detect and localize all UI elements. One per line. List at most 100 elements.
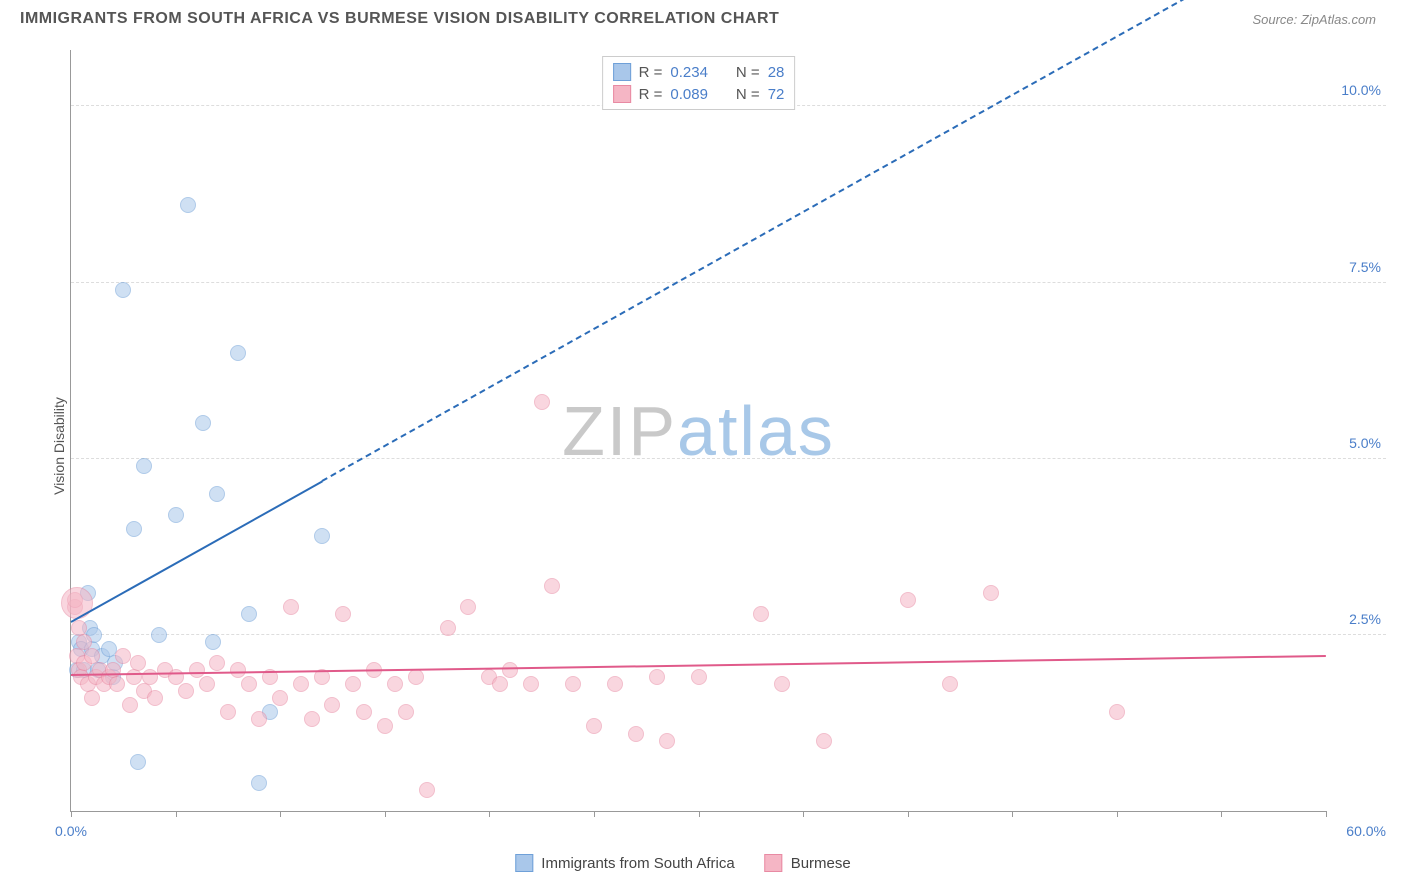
data-point [251,711,267,727]
data-point [136,458,152,474]
x-tick [1326,811,1327,817]
data-point [178,683,194,699]
x-tick [385,811,386,817]
legend-item: Immigrants from South Africa [515,854,734,872]
x-tick [908,811,909,817]
y-tick-label: 5.0% [1349,435,1381,451]
plot-area: ZIPatlas R =0.234N =28R =0.089N =72 2.5%… [70,50,1326,812]
legend-row: R = 0.089 N = 72 [613,83,785,105]
data-point [774,676,790,692]
data-point [61,587,93,619]
data-point [983,585,999,601]
data-point [628,726,644,742]
data-point [398,704,414,720]
x-tick [1117,811,1118,817]
data-point [523,676,539,692]
n-value: 72 [768,86,785,103]
data-point [126,669,142,685]
data-point [534,394,550,410]
data-point [241,606,257,622]
x-tick-label: 0.0% [55,823,87,839]
legend-swatch [515,854,533,872]
data-point [283,599,299,615]
data-point [220,704,236,720]
data-point [205,634,221,650]
r-value: 0.089 [670,86,708,103]
data-point [230,662,246,678]
legend-swatch [613,85,631,103]
x-tick [699,811,700,817]
trend-line [322,0,1327,482]
data-point [408,669,424,685]
y-tick-label: 2.5% [1349,611,1381,627]
legend-label: Burmese [791,855,851,872]
n-value: 28 [768,64,785,81]
data-point [900,592,916,608]
data-point [1109,704,1125,720]
data-point [230,345,246,361]
gridline-h [71,634,1386,635]
data-point [586,718,602,734]
data-point [440,620,456,636]
data-point [304,711,320,727]
series-legend: Immigrants from South Africa Burmese [515,854,850,872]
legend-row: R = 0.234 N = 28 [613,61,785,83]
data-point [126,521,142,537]
data-point [387,676,403,692]
data-point [180,197,196,213]
x-tick [71,811,72,817]
data-point [607,676,623,692]
data-point [649,669,665,685]
data-point [151,627,167,643]
x-tick [280,811,281,817]
data-point [251,775,267,791]
legend-swatch [765,854,783,872]
data-point [130,655,146,671]
data-point [942,676,958,692]
x-tick [1221,811,1222,817]
data-point [377,718,393,734]
data-point [272,690,288,706]
n-label: N = [736,86,760,103]
data-point [241,676,257,692]
y-tick-label: 10.0% [1341,82,1381,98]
gridline-h [71,282,1386,283]
data-point [115,648,131,664]
data-point [816,733,832,749]
r-label: R = [639,64,663,81]
data-point [293,676,309,692]
data-point [565,676,581,692]
data-point [209,486,225,502]
data-point [195,415,211,431]
source-label: Source: ZipAtlas.com [1252,12,1376,27]
data-point [109,676,125,692]
data-point [189,662,205,678]
r-label: R = [639,86,663,103]
data-point [199,676,215,692]
x-tick-label: 60.0% [1346,823,1386,839]
data-point [314,528,330,544]
data-point [209,655,225,671]
r-value: 0.234 [670,64,708,81]
data-point [659,733,675,749]
correlation-legend: R = 0.234 N = 28 R = 0.089 N = 72 [602,56,796,110]
data-point [492,676,508,692]
data-point [142,669,158,685]
gridline-h [71,458,1386,459]
x-tick [1012,811,1013,817]
data-point [84,690,100,706]
data-point [356,704,372,720]
chart-title: IMMIGRANTS FROM SOUTH AFRICA VS BURMESE … [20,10,779,28]
legend-swatch [613,63,631,81]
y-tick-label: 7.5% [1349,259,1381,275]
n-label: N = [736,64,760,81]
data-point [122,697,138,713]
data-point [691,669,707,685]
data-point [324,697,340,713]
x-tick [176,811,177,817]
data-point [130,754,146,770]
data-point [460,599,476,615]
chart-container: Vision Disability ZIPatlas R =0.234N =28… [40,50,1326,842]
data-point [502,662,518,678]
data-point [345,676,361,692]
